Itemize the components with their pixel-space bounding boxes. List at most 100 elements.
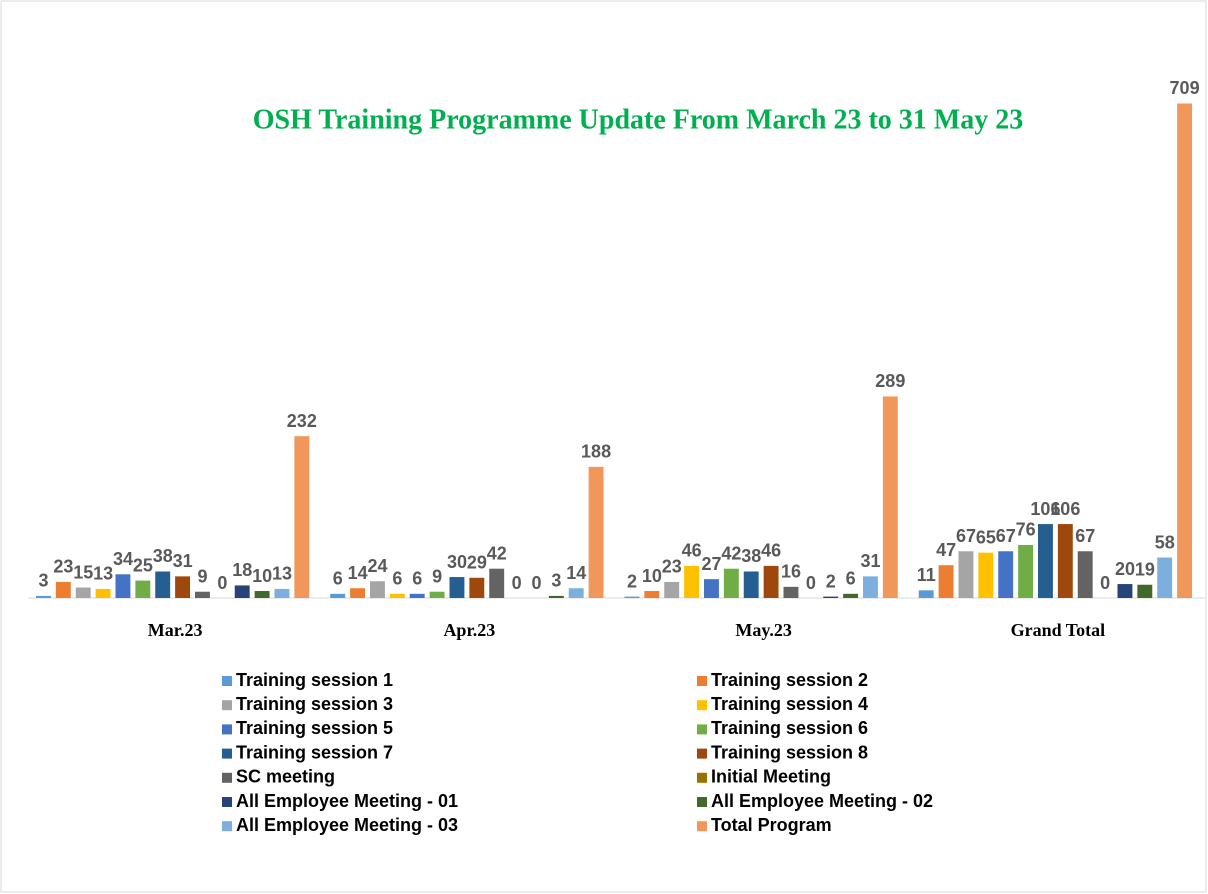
- data-label: 232: [287, 411, 317, 431]
- data-label: 30: [447, 552, 467, 572]
- bar: [998, 551, 1014, 598]
- data-label: 23: [662, 557, 682, 577]
- bar: [55, 581, 71, 598]
- bar: [489, 568, 505, 598]
- data-label: 47: [936, 540, 956, 560]
- data-label: 13: [272, 564, 292, 584]
- bar: [843, 593, 859, 598]
- bar: [723, 568, 739, 598]
- data-label: 106: [1030, 499, 1060, 519]
- data-label: 11: [917, 565, 936, 585]
- data-label: 42: [487, 543, 507, 563]
- data-label: 19: [1135, 559, 1155, 579]
- legend-swatch: [697, 821, 707, 832]
- data-label: 10: [642, 566, 662, 586]
- bar: [882, 396, 898, 598]
- bar: [370, 581, 385, 598]
- bar: [1018, 544, 1034, 598]
- data-label: 0: [806, 573, 816, 593]
- bar: [294, 436, 310, 598]
- legend-label: Training session 8: [711, 742, 868, 762]
- data-label: 2: [826, 571, 836, 591]
- data-label: 3: [551, 571, 561, 591]
- bar: [664, 581, 680, 598]
- data-label: 46: [761, 541, 781, 561]
- data-label: 0: [1100, 573, 1110, 593]
- bar: [135, 580, 151, 598]
- legend-swatch: [222, 797, 232, 807]
- legend-swatch: [222, 772, 232, 783]
- x-tick-label: Mar.23: [148, 620, 203, 640]
- chart-title: OSH Training Programme Update From March…: [253, 104, 1023, 135]
- data-label: 20: [1115, 559, 1135, 579]
- bar: [823, 596, 839, 598]
- x-tick-label: Grand Total: [1011, 620, 1106, 640]
- data-label: 67: [956, 526, 976, 546]
- bar: [743, 571, 759, 598]
- bar: [234, 585, 250, 598]
- bar: [1077, 551, 1093, 598]
- data-label: 15: [73, 562, 93, 582]
- bar: [155, 571, 171, 598]
- bar: [175, 576, 191, 598]
- legend-swatch: [697, 700, 707, 711]
- data-label: 709: [1170, 78, 1200, 98]
- bar: [704, 579, 719, 598]
- legend-label: Training session 7: [236, 742, 393, 762]
- data-label: 106: [1050, 499, 1080, 519]
- legend-swatch: [697, 797, 707, 807]
- data-label: 38: [741, 546, 761, 566]
- data-label: 67: [1075, 526, 1095, 546]
- data-label: 6: [392, 569, 402, 589]
- data-label: 34: [113, 549, 133, 569]
- legend-label: Training session 1: [236, 670, 393, 690]
- data-label: 18: [232, 560, 252, 580]
- data-label: 24: [367, 556, 387, 576]
- bar: [1177, 103, 1193, 598]
- x-tick-label: May.23: [735, 620, 792, 640]
- legend-swatch: [222, 700, 232, 711]
- bar: [624, 596, 640, 598]
- data-label: 25: [133, 555, 153, 575]
- data-label: 16: [781, 562, 801, 582]
- data-label: 42: [721, 543, 741, 563]
- bar: [469, 577, 485, 598]
- x-tick-label: Apr.23: [443, 620, 495, 640]
- data-label: 6: [333, 569, 343, 589]
- bar: [1157, 557, 1173, 598]
- legend-swatch: [697, 772, 707, 783]
- bar: [644, 591, 660, 598]
- bar: [548, 595, 564, 598]
- legend-swatch: [697, 748, 707, 759]
- bar: [978, 552, 994, 598]
- legend-label: Training session 5: [236, 718, 393, 738]
- bar: [1137, 584, 1153, 598]
- data-label: 6: [412, 569, 422, 589]
- bar: [389, 593, 405, 598]
- legend-swatch: [222, 821, 232, 832]
- legend-label: Initial Meeting: [711, 767, 831, 787]
- data-label: 76: [1016, 520, 1036, 540]
- data-label: 9: [197, 566, 207, 586]
- data-label: 65: [976, 527, 996, 547]
- data-label: 29: [467, 553, 487, 573]
- data-label: 14: [566, 563, 586, 583]
- bar: [195, 591, 210, 598]
- data-label: 289: [875, 371, 905, 391]
- data-label: 6: [846, 569, 856, 589]
- legend-label: SC meeting: [236, 767, 335, 787]
- bar: [958, 551, 974, 598]
- data-label: 188: [581, 442, 611, 462]
- bar: [684, 565, 700, 598]
- data-label: 0: [512, 573, 522, 593]
- data-label: 46: [682, 541, 702, 561]
- bar: [1038, 524, 1053, 598]
- bar: [863, 576, 878, 598]
- legend-label: Total Program: [711, 815, 832, 835]
- bar: [409, 593, 425, 598]
- data-label: 23: [53, 557, 73, 577]
- legend-label: Training session 6: [711, 718, 868, 738]
- data-label: 58: [1155, 532, 1175, 552]
